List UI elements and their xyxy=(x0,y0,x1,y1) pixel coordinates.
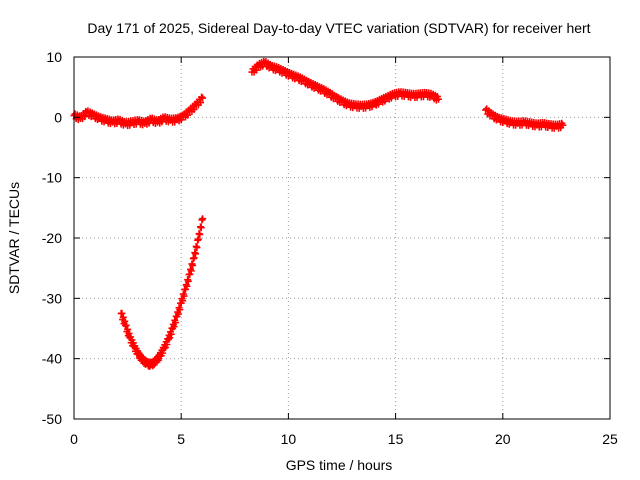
y-tick-label: 10 xyxy=(46,49,62,65)
data-point-arc-2-dip xyxy=(199,215,207,223)
data-point-arc-2-dip xyxy=(171,319,179,327)
data-point-arc-2-dip xyxy=(191,250,199,258)
data-point-arc-1-baseline xyxy=(81,113,89,121)
data-point-arc-3-midday xyxy=(252,66,260,74)
data-point-arc-2-dip xyxy=(196,230,204,238)
y-tick-labels: -50 -40 -30 -20 -10 0 10 xyxy=(42,49,62,427)
data-point-arc-1-baseline xyxy=(190,105,198,113)
data-point-arc-2-dip xyxy=(197,224,205,232)
data-point-arc-2-dip xyxy=(167,330,175,338)
data-point-arc-2-dip xyxy=(183,282,191,290)
data-point-arc-2-dip xyxy=(187,267,195,275)
data-points xyxy=(70,57,567,370)
data-point-arc-2-dip xyxy=(166,334,174,342)
x-tick-label: 0 xyxy=(70,431,78,447)
data-point-arc-2-dip xyxy=(124,325,132,333)
x-tick-label: 5 xyxy=(177,431,185,447)
data-point-arc-4-evening xyxy=(559,121,567,129)
y-tick-label: -50 xyxy=(42,411,62,427)
data-point-arc-2-dip xyxy=(193,244,201,252)
y-tick-label: -10 xyxy=(42,170,62,186)
x-tick-label: 10 xyxy=(281,431,297,447)
data-point-arc-1-baseline xyxy=(184,111,192,119)
data-point-arc-1-baseline xyxy=(199,94,207,102)
x-tick-label: 20 xyxy=(495,431,511,447)
chart-title: Day 171 of 2025, Sidereal Day-to-day VTE… xyxy=(87,20,590,36)
y-tick-label: -40 xyxy=(42,351,62,367)
y-tick-label: -30 xyxy=(42,290,62,306)
y-axis-title: SDTVAR / TECUs xyxy=(6,182,22,294)
data-point-arc-2-dip xyxy=(174,310,182,318)
data-point-arc-2-dip xyxy=(180,292,188,300)
data-point-arc-2-dip xyxy=(189,261,197,269)
data-point-arc-2-dip xyxy=(176,306,184,314)
data-point-arc-2-dip xyxy=(119,313,127,321)
data-point-arc-2-dip xyxy=(122,321,130,329)
y-tick-label: 0 xyxy=(54,109,62,125)
x-tick-label: 15 xyxy=(388,431,404,447)
y-tick-label: -20 xyxy=(42,230,62,246)
x-tick-labels: 0 5 10 15 20 25 xyxy=(70,431,618,447)
data-point-arc-1-baseline xyxy=(196,99,204,107)
data-point-arc-2-dip xyxy=(170,323,178,331)
x-axis-title: GPS time / hours xyxy=(286,457,393,473)
data-point-arc-1-baseline xyxy=(198,93,206,101)
data-point-arc-2-dip xyxy=(118,309,126,317)
tick-marks xyxy=(73,56,611,420)
x-tick-label: 25 xyxy=(602,431,618,447)
data-point-arc-3-midday xyxy=(434,95,442,103)
data-point-arc-2-dip xyxy=(179,297,187,305)
data-point-arc-2-dip xyxy=(184,277,192,285)
